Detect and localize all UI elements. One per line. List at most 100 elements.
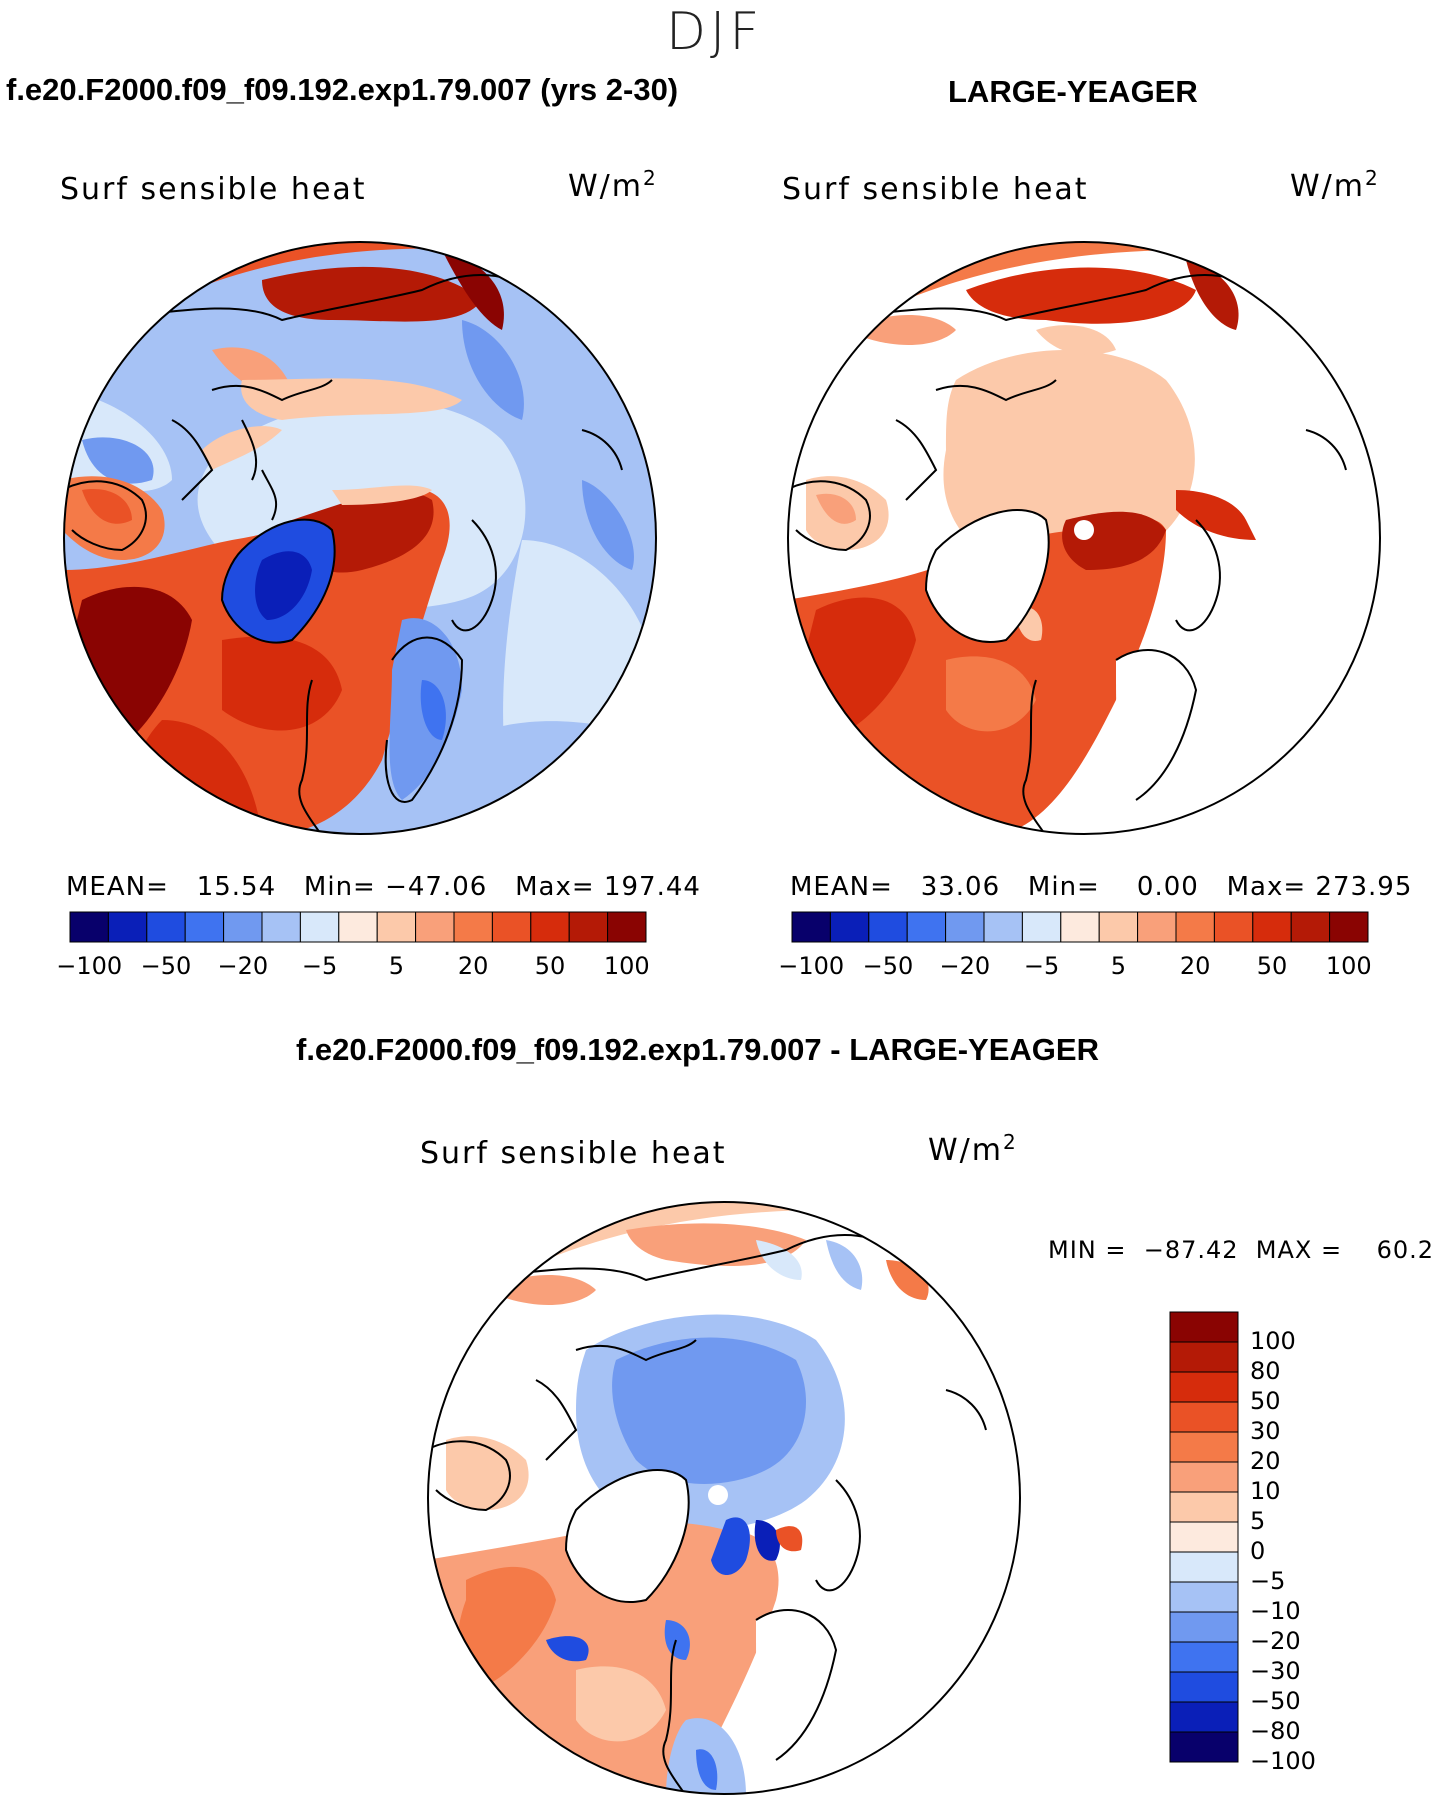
colorbar-tick-label: −5 <box>301 952 338 980</box>
panel2-map <box>787 241 1381 835</box>
diff-colorbar-swatch <box>1169 1371 1239 1403</box>
panel3-units: W/m2 <box>928 1130 1018 1168</box>
colorbar-swatch <box>868 911 908 943</box>
colorbar-swatch <box>1252 911 1292 943</box>
panel1-colorbar <box>69 911 647 943</box>
colorbar-swatch <box>338 911 378 943</box>
colorbar-tick-label: 100 <box>1325 952 1372 980</box>
colorbar-tick-label: 50 <box>534 952 566 980</box>
diff-colorbar-tick-label: 50 <box>1250 1387 1281 1415</box>
colorbar-swatch <box>107 911 148 943</box>
colorbar-tick-label: 20 <box>457 952 489 980</box>
panel3-minmax: MIN = −87.42 MAX = 60.29 <box>1048 1236 1435 1264</box>
diff-colorbar-tick-label: 10 <box>1250 1477 1281 1505</box>
diff-colorbar-swatch <box>1169 1731 1239 1763</box>
panel1-map <box>63 241 657 835</box>
season-title: DJF <box>666 2 764 62</box>
diff-colorbar-swatch <box>1169 1431 1239 1463</box>
colorbar-swatch <box>791 911 831 943</box>
diff-colorbar-tick-label: −30 <box>1250 1657 1301 1685</box>
colorbar-tick-label: 20 <box>1179 952 1211 980</box>
diff-colorbar-tick-label: −5 <box>1250 1567 1286 1595</box>
colorbar-swatch <box>530 911 570 943</box>
colorbar-swatch <box>1290 911 1331 943</box>
panel1-plot-title: Surf sensible heat <box>60 172 367 207</box>
diff-colorbar-swatch <box>1169 1551 1239 1583</box>
diff-colorbar-tick-label: −100 <box>1250 1747 1316 1775</box>
colorbar-swatch <box>568 911 609 943</box>
diff-colorbar-swatch <box>1169 1311 1239 1343</box>
colorbar-swatch <box>906 911 947 943</box>
diff-colorbar-tick-label: 80 <box>1250 1357 1281 1385</box>
diff-colorbar-tick-label: −20 <box>1250 1627 1301 1655</box>
diff-colorbar-tick-label: 5 <box>1250 1507 1266 1535</box>
panel2-stats: MEAN= 33.06 Min= 0.00 Max= 273.95 <box>790 872 1413 902</box>
panel1-case-title: f.e20.F2000.f09_f09.192.exp1.79.007 (yrs… <box>6 72 679 107</box>
diff-colorbar-swatch <box>1169 1671 1239 1703</box>
colorbar-swatch <box>491 911 532 943</box>
colorbar-swatch <box>1137 911 1177 943</box>
diff-colorbar-labels: 100 80 50 30 20 10 5 0 −5 −10 −20 −30 −50 −80 −100 <box>1250 1312 1340 1775</box>
colorbar-tick-label: −100 <box>778 952 845 980</box>
colorbar-tick-label: 5 <box>388 952 405 980</box>
colorbar-swatch <box>69 911 109 943</box>
colorbar-swatch <box>1060 911 1100 943</box>
colorbar-tick-label: −50 <box>140 952 192 980</box>
panel2-pole-marker <box>1074 520 1094 540</box>
panel1-stats: MEAN= 15.54 Min= −47.06 Max= 197.44 <box>66 872 701 902</box>
colorbar-swatch <box>376 911 417 943</box>
panel2-colorbar-labels: −100 −50 −20 −5 5 20 50 100 <box>778 952 1371 982</box>
diff-colorbar-swatch <box>1169 1611 1239 1643</box>
diff-colorbar-swatch <box>1169 1581 1239 1613</box>
diff-colorbar-swatch <box>1169 1461 1239 1493</box>
diff-colorbar-swatch <box>1169 1341 1239 1373</box>
panel2-units: W/m2 <box>1290 166 1380 204</box>
diff-colorbar-tick-label: −10 <box>1250 1597 1301 1625</box>
colorbar-tick-label: 100 <box>603 952 650 980</box>
panel3-plot-title: Surf sensible heat <box>420 1136 727 1171</box>
colorbar-swatch <box>184 911 225 943</box>
colorbar-tick-label: −20 <box>939 952 991 980</box>
panel3-pole-marker <box>708 1485 728 1505</box>
colorbar-swatch <box>1213 911 1254 943</box>
colorbar-swatch <box>299 911 340 943</box>
panel2-colorbar <box>791 911 1369 943</box>
diff-colorbar-tick-label: 0 <box>1250 1537 1266 1565</box>
colorbar-swatch <box>223 911 263 943</box>
colorbar-tick-label: −100 <box>56 952 123 980</box>
panel1-colorbar-labels: −100 −50 −20 −5 5 20 50 100 <box>56 952 649 982</box>
colorbar-tick-label: −50 <box>862 952 914 980</box>
diff-colorbar-swatch <box>1169 1491 1239 1523</box>
panel3-map <box>427 1201 1021 1795</box>
colorbar-swatch <box>945 911 985 943</box>
panel3-case-title: f.e20.F2000.f09_f09.192.exp1.79.007 - LA… <box>296 1032 1099 1067</box>
colorbar-tick-label: −5 <box>1023 952 1060 980</box>
colorbar-swatch <box>829 911 870 943</box>
colorbar-swatch <box>415 911 455 943</box>
panel2-case-title: LARGE-YEAGER <box>948 74 1198 109</box>
colorbar-swatch <box>1021 911 1062 943</box>
colorbar-tick-label: 5 <box>1110 952 1127 980</box>
diff-colorbar <box>1169 1311 1239 1763</box>
diff-colorbar-tick-label: 20 <box>1250 1447 1281 1475</box>
colorbar-swatch <box>261 911 301 943</box>
diff-colorbar-tick-label: 30 <box>1250 1417 1281 1445</box>
panel1-units: W/m2 <box>568 166 658 204</box>
diff-colorbar-tick-label: 100 <box>1250 1327 1296 1355</box>
colorbar-swatch <box>1329 911 1369 943</box>
colorbar-swatch <box>1098 911 1139 943</box>
diff-colorbar-swatch <box>1169 1701 1239 1733</box>
colorbar-swatch <box>983 911 1023 943</box>
diff-colorbar-swatch <box>1169 1401 1239 1433</box>
colorbar-swatch <box>1175 911 1215 943</box>
colorbar-tick-label: 50 <box>1256 952 1288 980</box>
colorbar-swatch <box>146 911 186 943</box>
panel2-plot-title: Surf sensible heat <box>782 172 1089 207</box>
diff-colorbar-tick-label: −80 <box>1250 1717 1301 1745</box>
colorbar-tick-label: −20 <box>217 952 269 980</box>
colorbar-swatch <box>607 911 647 943</box>
diff-colorbar-swatch <box>1169 1641 1239 1673</box>
diff-colorbar-swatch <box>1169 1521 1239 1553</box>
colorbar-swatch <box>453 911 493 943</box>
diff-colorbar-tick-label: −50 <box>1250 1687 1301 1715</box>
